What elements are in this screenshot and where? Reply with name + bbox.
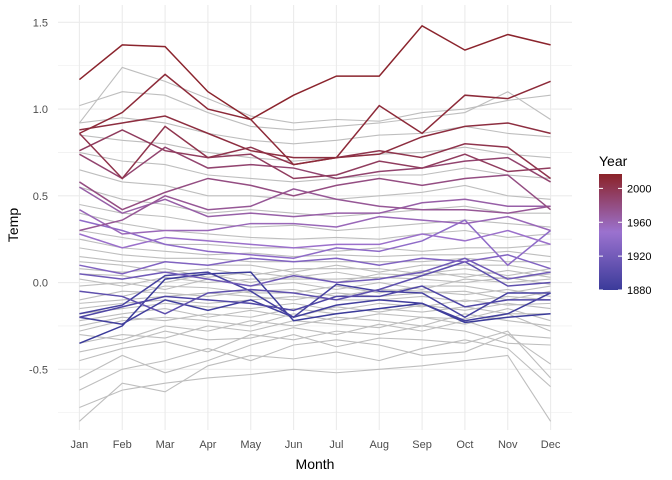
- series-line-1995: [79, 129, 551, 180]
- background-series-line: [79, 302, 551, 322]
- y-tick-label: 1.5: [33, 17, 48, 29]
- series-line-1918: [79, 257, 551, 287]
- x-tick-label: May: [240, 439, 261, 451]
- background-series-line: [79, 339, 551, 422]
- series-line-1905: [79, 260, 551, 315]
- series-line-2015: [78, 24, 551, 121]
- series-line-1930: [79, 254, 551, 275]
- background-series-line: [79, 325, 551, 362]
- series-line-1958: [79, 209, 551, 235]
- background-series-line: [79, 313, 551, 344]
- series-line-1888: [79, 271, 551, 319]
- y-tick-label: 0.5: [33, 191, 48, 203]
- legend-tick-label: 1920: [627, 251, 651, 263]
- background-series-line: [79, 238, 551, 258]
- background-series-line: [79, 91, 551, 131]
- background-series-line: [79, 247, 551, 263]
- x-axis-tick-labels: Jan Feb Mar Apr May Jun Jul Aug Sep Oct Nov Dec: [71, 439, 561, 451]
- x-tick-label: Aug: [369, 439, 389, 451]
- y-tick-label: 0.0: [33, 278, 48, 290]
- background-series-line: [78, 66, 551, 124]
- y-axis-tick-labels: -0.5 0.0 0.5 1.0 1.5: [29, 17, 48, 376]
- y-tick-label: -0.5: [29, 364, 48, 376]
- series-line-1972: [79, 188, 551, 232]
- background-series-line: [79, 212, 551, 240]
- background-series-line: [79, 134, 551, 162]
- grid-lines: [58, 5, 572, 430]
- series-line-1988: [79, 146, 551, 183]
- legend-ticks: 1880 1920 1960 2000: [599, 183, 651, 297]
- x-tick-label: Jan: [71, 439, 89, 451]
- y-axis-title: Temp: [5, 208, 21, 242]
- background-series-line: [79, 169, 551, 200]
- x-tick-label: Oct: [456, 439, 473, 451]
- x-axis-title: Month: [296, 456, 335, 472]
- series-line-1940: [79, 219, 552, 267]
- x-tick-label: Dec: [541, 439, 561, 451]
- background-series-line: [79, 295, 551, 310]
- series-line-2010: [79, 73, 551, 166]
- series-line-1880: [79, 271, 551, 344]
- series-line-1980: [79, 174, 552, 211]
- highlighted-series-lines: [78, 24, 552, 344]
- series-line-2007: [79, 115, 551, 159]
- background-series-line: [79, 278, 551, 291]
- color-legend: Year 1880 1920 1960 2000: [599, 153, 651, 297]
- x-tick-label: Nov: [498, 439, 518, 451]
- series-line-1894: [79, 285, 551, 318]
- x-tick-label: Mar: [156, 439, 175, 451]
- background-series-lines: [78, 66, 552, 422]
- background-series-line: [79, 354, 552, 422]
- x-tick-label: Feb: [113, 439, 132, 451]
- background-series-line: [79, 288, 551, 301]
- background-series-line: [79, 229, 551, 252]
- background-series-line: [79, 320, 551, 353]
- legend-title: Year: [599, 153, 628, 169]
- series-line-1950: [79, 229, 551, 249]
- background-series-line: [79, 117, 551, 145]
- x-tick-label: Jun: [285, 439, 303, 451]
- series-line-1884: [79, 292, 551, 325]
- background-series-line: [79, 313, 551, 341]
- x-tick-label: Sep: [412, 439, 432, 451]
- background-series-line: [79, 268, 551, 280]
- legend-tick-label: 1960: [627, 217, 651, 229]
- y-tick-label: 1.0: [33, 104, 48, 116]
- legend-tick-label: 1880: [627, 285, 651, 297]
- background-series-line: [79, 151, 551, 183]
- x-tick-label: Jul: [329, 439, 343, 451]
- legend-color-bar: [599, 174, 622, 290]
- background-series-line: [79, 203, 551, 232]
- series-line-1965: [79, 186, 551, 218]
- background-series-line: [79, 333, 551, 391]
- background-series-line: [79, 330, 551, 379]
- legend-tick-label: 2000: [627, 183, 651, 195]
- x-tick-label: Apr: [199, 439, 216, 451]
